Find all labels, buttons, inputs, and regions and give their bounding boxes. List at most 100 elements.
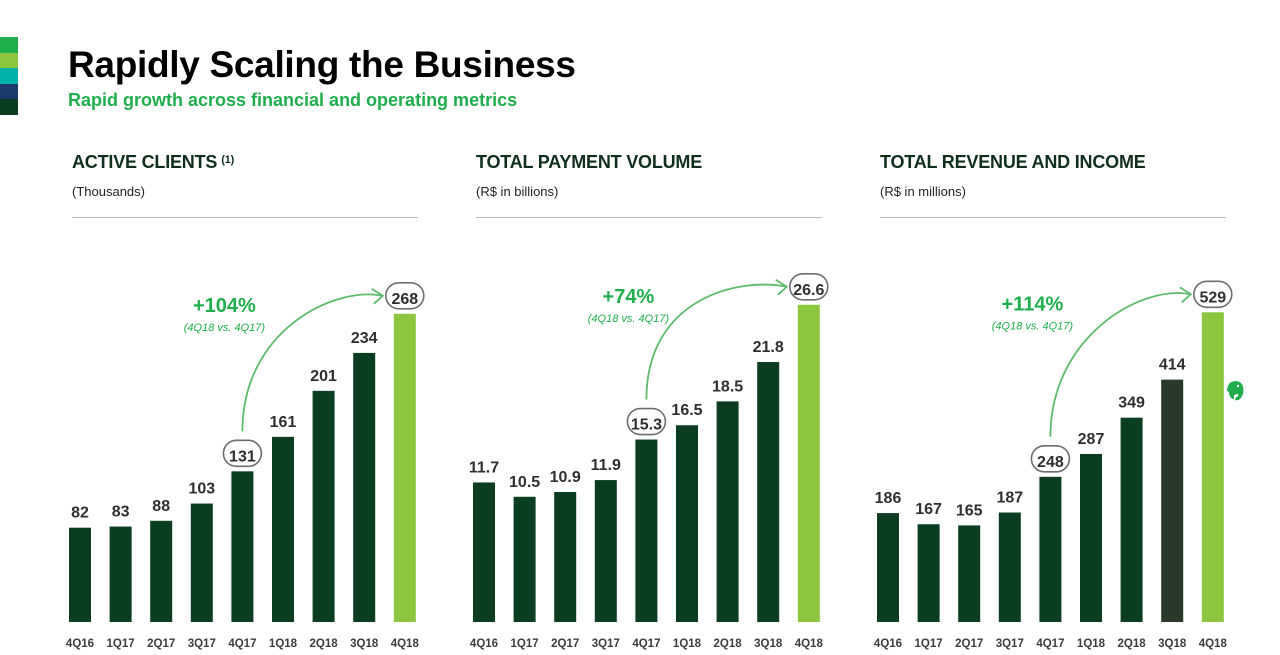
chart-title-text: TOTAL REVENUE AND INCOME xyxy=(880,152,1146,172)
growth-arrow xyxy=(241,293,383,432)
value-label-4q16: 186 xyxy=(875,490,902,507)
chart-unit: (R$ in millions) xyxy=(880,184,966,199)
category-label-1q18: 1Q18 xyxy=(269,638,298,650)
value-label-1q18: 16.5 xyxy=(671,402,702,419)
highlight-circle-4q18 xyxy=(1192,280,1233,309)
total-payment-volume-chart: TOTAL PAYMENT VOLUME (R$ in billions) 11… xyxy=(469,150,829,655)
category-label-4q17: 4Q17 xyxy=(632,638,660,650)
value-label-4q17: 131 xyxy=(229,448,256,465)
bar-4q16 xyxy=(877,513,899,622)
value-label-2q17: 88 xyxy=(152,498,170,515)
chart-title: TOTAL REVENUE AND INCOME xyxy=(880,152,1146,173)
bar-1q18 xyxy=(676,425,698,622)
highlight-circle-4q18 xyxy=(384,282,425,310)
bar-2q17 xyxy=(554,492,577,622)
bar-2q17 xyxy=(150,520,173,622)
stripe-1 xyxy=(0,37,18,53)
category-label-3q17: 3Q17 xyxy=(592,638,620,650)
chart-svg: 11.7 4Q16 10.5 1Q17 10.9 2Q17 11.9 3Q17 15.3 4Q17… xyxy=(469,272,829,650)
active-clients-chart: ACTIVE CLIENTS (1) (Thousands) 82 4Q16 83 1Q… xyxy=(66,150,425,655)
category-label-1q18: 1Q18 xyxy=(673,638,702,650)
value-label-2q18: 18.5 xyxy=(712,378,743,395)
value-label-3q17: 11.9 xyxy=(591,457,621,474)
value-label-1q18: 161 xyxy=(270,414,297,431)
bar-4q18 xyxy=(393,313,416,622)
chart-unit: (R$ in billions) xyxy=(476,184,559,199)
highlight-circle-4q18 xyxy=(788,272,829,301)
bar-4q17 xyxy=(635,439,658,622)
category-label-4q18: 4Q18 xyxy=(795,638,824,650)
bar-1q17 xyxy=(917,524,940,622)
value-label-2q18: 201 xyxy=(310,368,337,385)
bar-1q17 xyxy=(513,496,536,622)
category-label-1q17: 1Q17 xyxy=(915,638,943,650)
value-label-1q18: 287 xyxy=(1078,431,1105,448)
bar-1q18 xyxy=(1080,453,1102,622)
value-label-3q17: 103 xyxy=(188,481,215,498)
category-label-2q18: 2Q18 xyxy=(310,638,339,650)
category-label-4q16: 4Q16 xyxy=(470,638,498,650)
growth-arrow xyxy=(645,283,787,400)
growth-arrow-head xyxy=(1179,286,1193,303)
category-label-3q17: 3Q17 xyxy=(996,638,1024,650)
growth-percentage: +104% xyxy=(193,295,256,317)
category-label-1q17: 1Q17 xyxy=(511,638,539,650)
growth-arrow-head xyxy=(775,279,789,296)
growth-arrow xyxy=(1049,292,1191,437)
category-label-4q18: 4Q18 xyxy=(1199,638,1228,650)
highlight-circle-4q17 xyxy=(1030,445,1071,473)
growth-percentage: +74% xyxy=(603,286,655,308)
value-label-1q17: 10.5 xyxy=(509,474,540,491)
evernote-elephant-icon xyxy=(1227,381,1244,401)
category-label-2q17: 2Q17 xyxy=(147,638,175,650)
value-label-4q18: 529 xyxy=(1199,289,1226,306)
category-label-3q17: 3Q17 xyxy=(188,638,216,650)
page-title: Rapidly Scaling the Business xyxy=(68,44,576,85)
category-label-4q18: 4Q18 xyxy=(391,638,420,650)
category-label-1q18: 1Q18 xyxy=(1077,638,1106,650)
chart-svg: 186 4Q16 167 1Q17 165 2Q17 187 3Q17 248 4Q17 287 1Q… xyxy=(874,280,1233,650)
stripe-2 xyxy=(0,52,18,68)
chart-svg: 82 4Q16 83 1Q17 88 2Q17 103 3Q17 131 4Q17 161 1Q18 2… xyxy=(66,282,425,650)
value-label-2q18: 349 xyxy=(1118,395,1145,412)
value-label-3q18: 21.8 xyxy=(753,339,784,356)
stripe-5 xyxy=(0,99,18,115)
value-label-4q16: 82 xyxy=(71,505,89,522)
category-label-4q17: 4Q17 xyxy=(1036,638,1064,650)
bar-3q18 xyxy=(353,352,376,622)
bar-3q18 xyxy=(1161,379,1184,622)
bar-2q17 xyxy=(958,525,981,622)
chart-divider xyxy=(880,217,1226,218)
chart-divider xyxy=(72,217,418,218)
value-label-4q16: 11.7 xyxy=(469,459,499,476)
bar-3q18 xyxy=(757,362,780,622)
bar-3q17 xyxy=(190,503,213,622)
category-label-4q17: 4Q17 xyxy=(228,638,256,650)
bar-4q17 xyxy=(1039,476,1062,622)
value-label-4q17: 248 xyxy=(1037,454,1064,471)
total-revenue-chart: TOTAL REVENUE AND INCOME (R$ in millions… xyxy=(874,150,1233,655)
growth-comparison-note: (4Q18 vs. 4Q17) xyxy=(588,313,670,325)
chart-title-footnote: (1) xyxy=(221,154,235,166)
chart-title: TOTAL PAYMENT VOLUME xyxy=(476,152,702,173)
chart-title-text: TOTAL PAYMENT VOLUME xyxy=(476,152,703,172)
brand-stripes xyxy=(0,37,18,115)
category-label-2q17: 2Q17 xyxy=(955,638,983,650)
value-label-4q18: 268 xyxy=(391,291,418,308)
growth-comparison-note: (4Q18 vs. 4Q17) xyxy=(184,322,266,334)
value-label-3q18: 234 xyxy=(351,330,378,347)
category-label-4q16: 4Q16 xyxy=(874,638,902,650)
bar-4q16 xyxy=(473,482,495,622)
value-label-3q18: 414 xyxy=(1159,357,1186,374)
bar-4q18 xyxy=(797,304,820,622)
highlight-circle-4q17 xyxy=(626,407,667,436)
bar-2q18 xyxy=(1120,417,1143,622)
value-label-2q17: 165 xyxy=(956,502,983,519)
highlight-circle-4q17 xyxy=(222,439,263,468)
value-label-4q17: 15.3 xyxy=(631,417,662,434)
chart-title-text: ACTIVE CLIENTS xyxy=(72,152,218,172)
category-label-2q18: 2Q18 xyxy=(714,638,743,650)
bar-4q16 xyxy=(69,527,91,622)
category-label-2q17: 2Q17 xyxy=(551,638,579,650)
bar-1q18 xyxy=(272,436,294,622)
